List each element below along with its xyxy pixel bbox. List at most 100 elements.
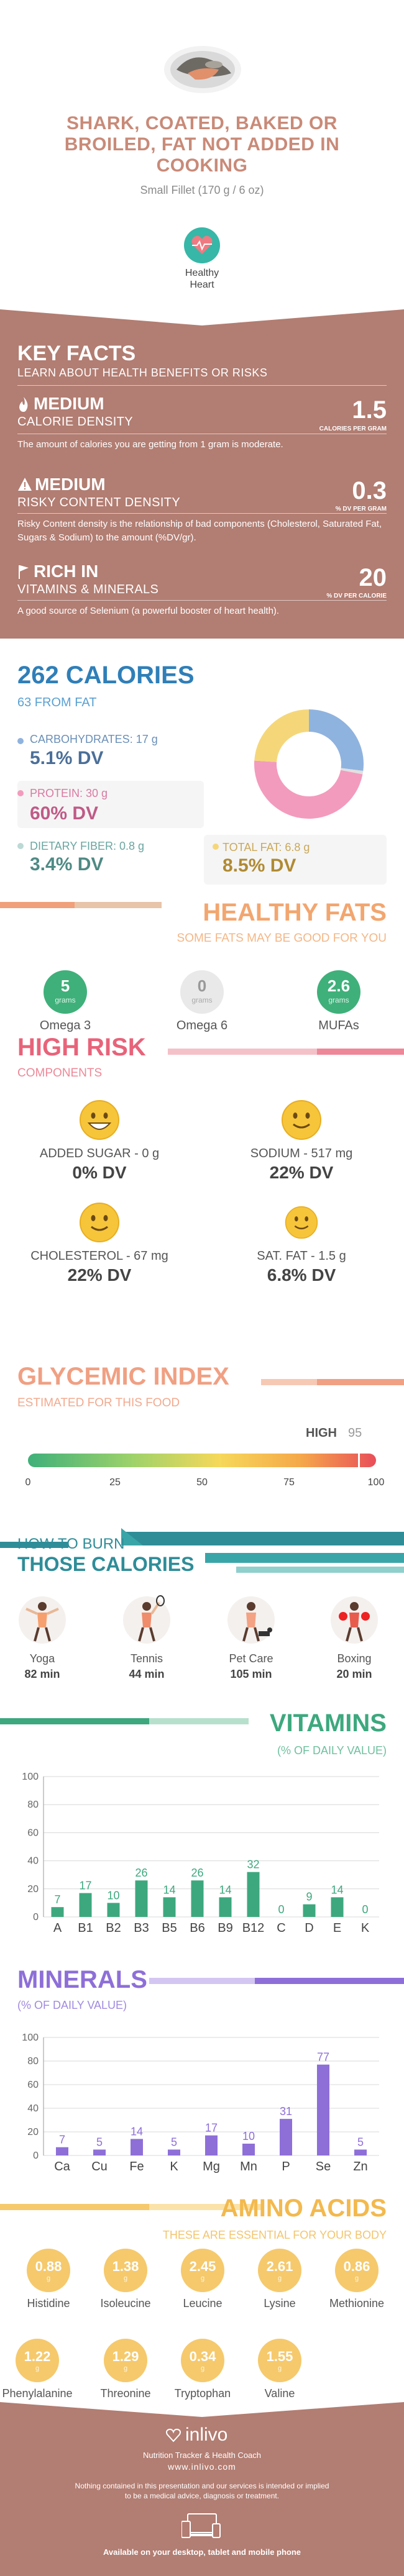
yoga-icon (17, 1595, 67, 1645)
bar-Se (317, 2064, 329, 2155)
y-tick-label: 100 (22, 2032, 39, 2043)
divider (17, 513, 387, 514)
warning-icon (17, 477, 32, 492)
category-label: B1 (78, 1921, 93, 1935)
carbs-label: CARBOHYDRATES: 17 g (30, 733, 158, 745)
donut-slice-fat (254, 709, 309, 762)
bar-value-label: 77 (317, 2051, 329, 2064)
category-label: Mg (203, 2160, 220, 2173)
activity-time: 20 min (336, 1668, 372, 1680)
amino-unit: g (123, 2365, 128, 2372)
smile-face-icon (79, 1202, 120, 1243)
flame-icon (17, 396, 30, 412)
protein-box: PROTEIN: 30 g 60% DV (17, 781, 204, 828)
heart-badge-label-1: Healthy (185, 268, 219, 278)
activity-time: 82 min (24, 1668, 60, 1680)
bar-K (168, 2149, 180, 2155)
food-title-line-2: BROILED, FAT NOT ADDED IN (64, 134, 340, 155)
fat-circle-0: 5 grams (44, 970, 87, 1014)
devices-icon (181, 2513, 223, 2540)
footer-tagline: Nutrition Tracker & Health Coach (142, 2451, 262, 2460)
vitamins-chart: 0 20 40 60 80 100 7 A 17 B1 10 B2 26 B3 14 B5 26 B6 14 B9 32… (22, 1772, 379, 1935)
bar-value-label: 5 (96, 2136, 103, 2149)
pet-care-icon (226, 1595, 276, 1645)
protein-label: PROTEIN: 30 g (30, 787, 108, 799)
calorie-density-level: MEDIUM (34, 394, 104, 413)
key-facts-section: KEY FACTS LEARN ABOUT HEALTH BENEFITS OR… (0, 309, 404, 639)
bar-value-label: 14 (331, 1883, 343, 1896)
risk-dv: 6.8% DV (267, 1265, 336, 1285)
risky-density-name: RISKY CONTENT DENSITY (17, 496, 181, 509)
amino-name: Methionine (329, 2297, 385, 2310)
high-risk-subtitle: COMPONENTS (17, 1067, 103, 1080)
bar-value-label: 10 (242, 2130, 255, 2142)
footer-url[interactable]: www.inlivo.com (168, 2462, 236, 2472)
carbs-box: CARBOHYDRATES: 17 g 5.1% DV (17, 730, 204, 770)
bar-value-label: 31 (280, 2105, 292, 2118)
risk-label: CHOLESTEROL - 67 mg (30, 1249, 168, 1263)
fat-value: 2.6 (327, 976, 351, 995)
calories-title: 262 CALORIES (17, 662, 195, 689)
protein-dv: 60% DV (30, 803, 99, 824)
activity-name: Yoga (29, 1652, 55, 1665)
bar-value-label: 5 (171, 2136, 177, 2149)
bar-value-label: 7 (54, 1893, 60, 1906)
category-label: C (277, 1921, 285, 1935)
vitamins-minerals-unit: % DV PER CALORIE (326, 593, 387, 599)
vitamins-stripe (0, 1718, 249, 1724)
bar-D (303, 1904, 316, 1917)
heart-icon (191, 235, 213, 254)
amino-name: Tryptophan (174, 2387, 231, 2400)
fat-name: MUFAs (318, 1019, 359, 1032)
category-label: A (53, 1921, 62, 1935)
calorie-density-value: 1.5 (352, 396, 387, 424)
y-tick-label: 80 (27, 1800, 39, 1810)
vitamins-minerals-value: 20 (359, 564, 387, 591)
category-label: B12 (242, 1921, 265, 1935)
protein-dot (17, 790, 24, 796)
vitamins-title: VITAMINS (269, 1709, 387, 1737)
heart-badge-label: Healthy Heart (171, 267, 233, 291)
amino-circle: 2.45 g (181, 2249, 224, 2292)
y-tick-label: 0 (33, 2150, 39, 2161)
category-label: Mn (240, 2160, 257, 2173)
minerals-stripe (149, 1978, 404, 1984)
amino-circle: 1.29 g (104, 2339, 147, 2382)
fat-dv: 8.5% DV (223, 855, 296, 876)
amino-circle: 0.86 g (335, 2249, 379, 2292)
glycemic-level: HIGH (306, 1426, 337, 1440)
category-label: B6 (190, 1921, 204, 1935)
amino-value: 0.34 (189, 2349, 216, 2364)
risk-dv: 0% DV (72, 1163, 127, 1182)
bar-E (331, 1897, 344, 1917)
amino-circle: 2.61 g (258, 2249, 301, 2292)
amino-title: AMINO ACIDS (220, 2195, 387, 2222)
y-tick-label: 60 (27, 1827, 39, 1838)
amino-value: 1.38 (112, 2259, 139, 2274)
bar-value-label: 26 (191, 1867, 203, 1879)
bar-Mn (242, 2144, 255, 2155)
glycemic-title: GLYCEMIC INDEX (17, 1363, 229, 1390)
calorie-density-name: CALORIE DENSITY (17, 415, 134, 429)
donut-slice-fiber (341, 768, 364, 775)
bar-Mg (205, 2135, 218, 2155)
tennis-icon (122, 1595, 172, 1645)
bar-Fe (131, 2139, 143, 2155)
bar-value-label: 7 (59, 2134, 65, 2146)
fat-value: 0 (197, 976, 207, 995)
footer-disclaimer-2: to be a medical advice, diagnosis or tre… (124, 2492, 280, 2500)
fat-label: TOTAL FAT: 6.8 g (223, 841, 310, 853)
divider (17, 600, 387, 601)
amino-name: Threonine (100, 2387, 151, 2400)
amino-value: 2.61 (266, 2259, 293, 2274)
glycemic-tick: 50 (196, 1477, 208, 1488)
y-tick-label: 40 (27, 2103, 39, 2114)
bar-Cu (93, 2149, 106, 2155)
grin-face-icon (79, 1099, 120, 1140)
risk-dv: 22% DV (269, 1163, 334, 1182)
carbs-dot (17, 738, 24, 744)
amino-name: Lysine (264, 2297, 296, 2310)
footer: inlivo Nutrition Tracker & Health Coach … (0, 2402, 404, 2576)
amino-value: 1.55 (266, 2349, 293, 2364)
fiber-dv: 3.4% DV (30, 854, 104, 875)
